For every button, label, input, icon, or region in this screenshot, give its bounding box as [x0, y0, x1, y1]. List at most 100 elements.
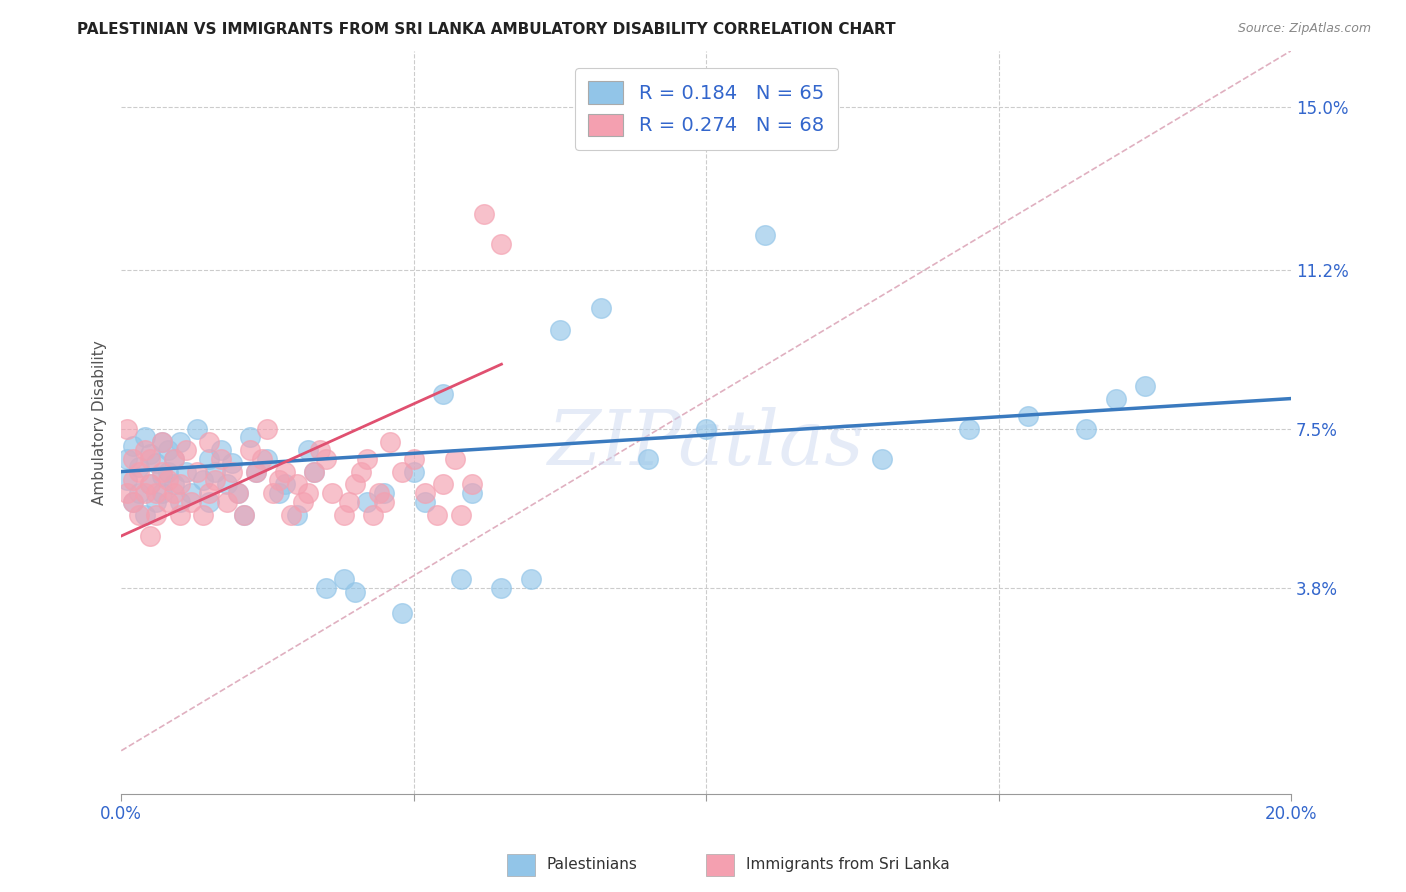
- Point: [204, 473, 226, 487]
- Point: [337, 494, 360, 508]
- Point: [356, 451, 378, 466]
- Point: [115, 473, 138, 487]
- Point: [209, 451, 232, 466]
- Point: [315, 581, 337, 595]
- Point: [139, 477, 162, 491]
- Point: [226, 486, 249, 500]
- Point: [233, 508, 256, 522]
- Point: [239, 443, 262, 458]
- Point: [128, 460, 150, 475]
- Point: [150, 434, 173, 449]
- Point: [157, 473, 180, 487]
- Point: [180, 486, 202, 500]
- Point: [291, 494, 314, 508]
- Point: [245, 465, 267, 479]
- Point: [309, 443, 332, 458]
- Point: [134, 430, 156, 444]
- Point: [304, 465, 326, 479]
- Point: [367, 486, 389, 500]
- Point: [472, 207, 495, 221]
- Point: [250, 451, 273, 466]
- Point: [233, 508, 256, 522]
- Point: [128, 465, 150, 479]
- Point: [239, 430, 262, 444]
- Point: [134, 486, 156, 500]
- Point: [169, 434, 191, 449]
- Point: [332, 572, 354, 586]
- Point: [754, 228, 776, 243]
- Point: [297, 486, 319, 500]
- Point: [432, 477, 454, 491]
- Text: ZIPatlas: ZIPatlas: [548, 408, 865, 482]
- Point: [461, 486, 484, 500]
- Point: [180, 494, 202, 508]
- Point: [321, 486, 343, 500]
- Point: [274, 477, 297, 491]
- Point: [157, 494, 180, 508]
- Point: [262, 486, 284, 500]
- Point: [139, 529, 162, 543]
- Point: [373, 486, 395, 500]
- Point: [221, 465, 243, 479]
- Point: [285, 477, 308, 491]
- Point: [198, 451, 221, 466]
- Point: [491, 581, 513, 595]
- Point: [191, 473, 214, 487]
- Point: [174, 443, 197, 458]
- Point: [115, 422, 138, 436]
- Point: [169, 477, 191, 491]
- Point: [415, 494, 437, 508]
- Point: [391, 607, 413, 621]
- Point: [1076, 422, 1098, 436]
- Point: [315, 451, 337, 466]
- Point: [402, 465, 425, 479]
- Point: [139, 451, 162, 466]
- Point: [402, 451, 425, 466]
- Point: [426, 508, 449, 522]
- Point: [150, 465, 173, 479]
- Point: [245, 465, 267, 479]
- Point: [1017, 409, 1039, 423]
- Point: [139, 447, 162, 461]
- Point: [344, 584, 367, 599]
- Point: [450, 572, 472, 586]
- Point: [350, 465, 373, 479]
- Point: [269, 473, 291, 487]
- Point: [145, 494, 167, 508]
- Point: [280, 508, 302, 522]
- Point: [256, 451, 278, 466]
- Point: [128, 508, 150, 522]
- Text: Source: ZipAtlas.com: Source: ZipAtlas.com: [1237, 22, 1371, 36]
- Point: [1105, 392, 1128, 406]
- Point: [695, 422, 717, 436]
- Point: [215, 477, 238, 491]
- Point: [128, 486, 150, 500]
- Point: [274, 465, 297, 479]
- Point: [150, 434, 173, 449]
- Point: [122, 451, 145, 466]
- Point: [163, 451, 186, 466]
- Point: [1133, 378, 1156, 392]
- Y-axis label: Ambulatory Disability: Ambulatory Disability: [93, 340, 107, 505]
- Point: [519, 572, 541, 586]
- Point: [380, 434, 402, 449]
- Point: [115, 451, 138, 466]
- Point: [115, 486, 138, 500]
- Legend: R = 0.184   N = 65, R = 0.274   N = 68: R = 0.184 N = 65, R = 0.274 N = 68: [575, 68, 838, 150]
- Point: [548, 323, 571, 337]
- Point: [122, 494, 145, 508]
- Point: [122, 494, 145, 508]
- Point: [150, 468, 173, 483]
- Point: [150, 486, 173, 500]
- Point: [269, 486, 291, 500]
- Point: [491, 236, 513, 251]
- Point: [209, 443, 232, 458]
- Point: [198, 494, 221, 508]
- Point: [297, 443, 319, 458]
- Point: [157, 465, 180, 479]
- Point: [122, 473, 145, 487]
- Point: [198, 486, 221, 500]
- Point: [215, 494, 238, 508]
- Text: Palestinians: Palestinians: [547, 857, 637, 872]
- Point: [589, 301, 612, 316]
